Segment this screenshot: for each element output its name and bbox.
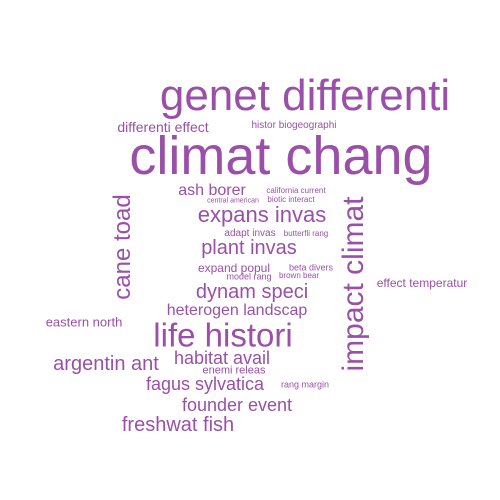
word-adapt-invas: adapt invas xyxy=(224,228,276,239)
word-habitat-avail: habitat avail xyxy=(173,348,271,368)
word-model-rang: model rang xyxy=(226,271,272,282)
word-climat-chang: climat chang xyxy=(129,126,433,186)
word-life-histori: life histori xyxy=(153,316,293,354)
word-expans-invas: expans invas xyxy=(197,202,327,227)
word-histor-biogeographi: histor biogeographi xyxy=(251,120,337,131)
word-eastern-north: eastern north xyxy=(45,314,123,330)
word-brown-bear: brown bear xyxy=(278,271,320,280)
word-central-american: central american xyxy=(207,197,259,205)
word-fagus-sylvatica: fagus sylvatica xyxy=(145,374,265,394)
word-heterogen-landscap: heterogen landscap xyxy=(166,302,308,319)
word-argentin-ant: argentin ant xyxy=(53,353,159,375)
word-founder-event: founder event xyxy=(181,395,293,415)
word-genet-differenti: genet differenti xyxy=(159,71,451,120)
word-california-current: california current xyxy=(266,186,326,195)
word-butterfli-rang: butterfli rang xyxy=(283,229,329,238)
word-plant-invas: plant invas xyxy=(201,237,297,259)
word-cane-toad: cane toad xyxy=(109,194,136,300)
word-rang-margin: rang margin xyxy=(280,379,330,390)
word-ash-borer: ash borer xyxy=(178,182,246,199)
word-effect-temperatur: effect temperatur xyxy=(376,276,468,290)
word-differenti-effect: differenti effect xyxy=(117,119,209,135)
word-enemi-releas: enemi releas xyxy=(202,364,266,377)
word-expand-popul: expand popul xyxy=(197,261,271,275)
word-biotic-interact: biotic interact xyxy=(267,195,315,204)
word-impact-climat: impact climat xyxy=(337,196,370,372)
word-beta-divers: beta divers xyxy=(288,262,334,273)
word-dynam-speci: dynam speci xyxy=(195,281,309,303)
word-freshwat-fish: freshwat fish xyxy=(121,414,235,436)
